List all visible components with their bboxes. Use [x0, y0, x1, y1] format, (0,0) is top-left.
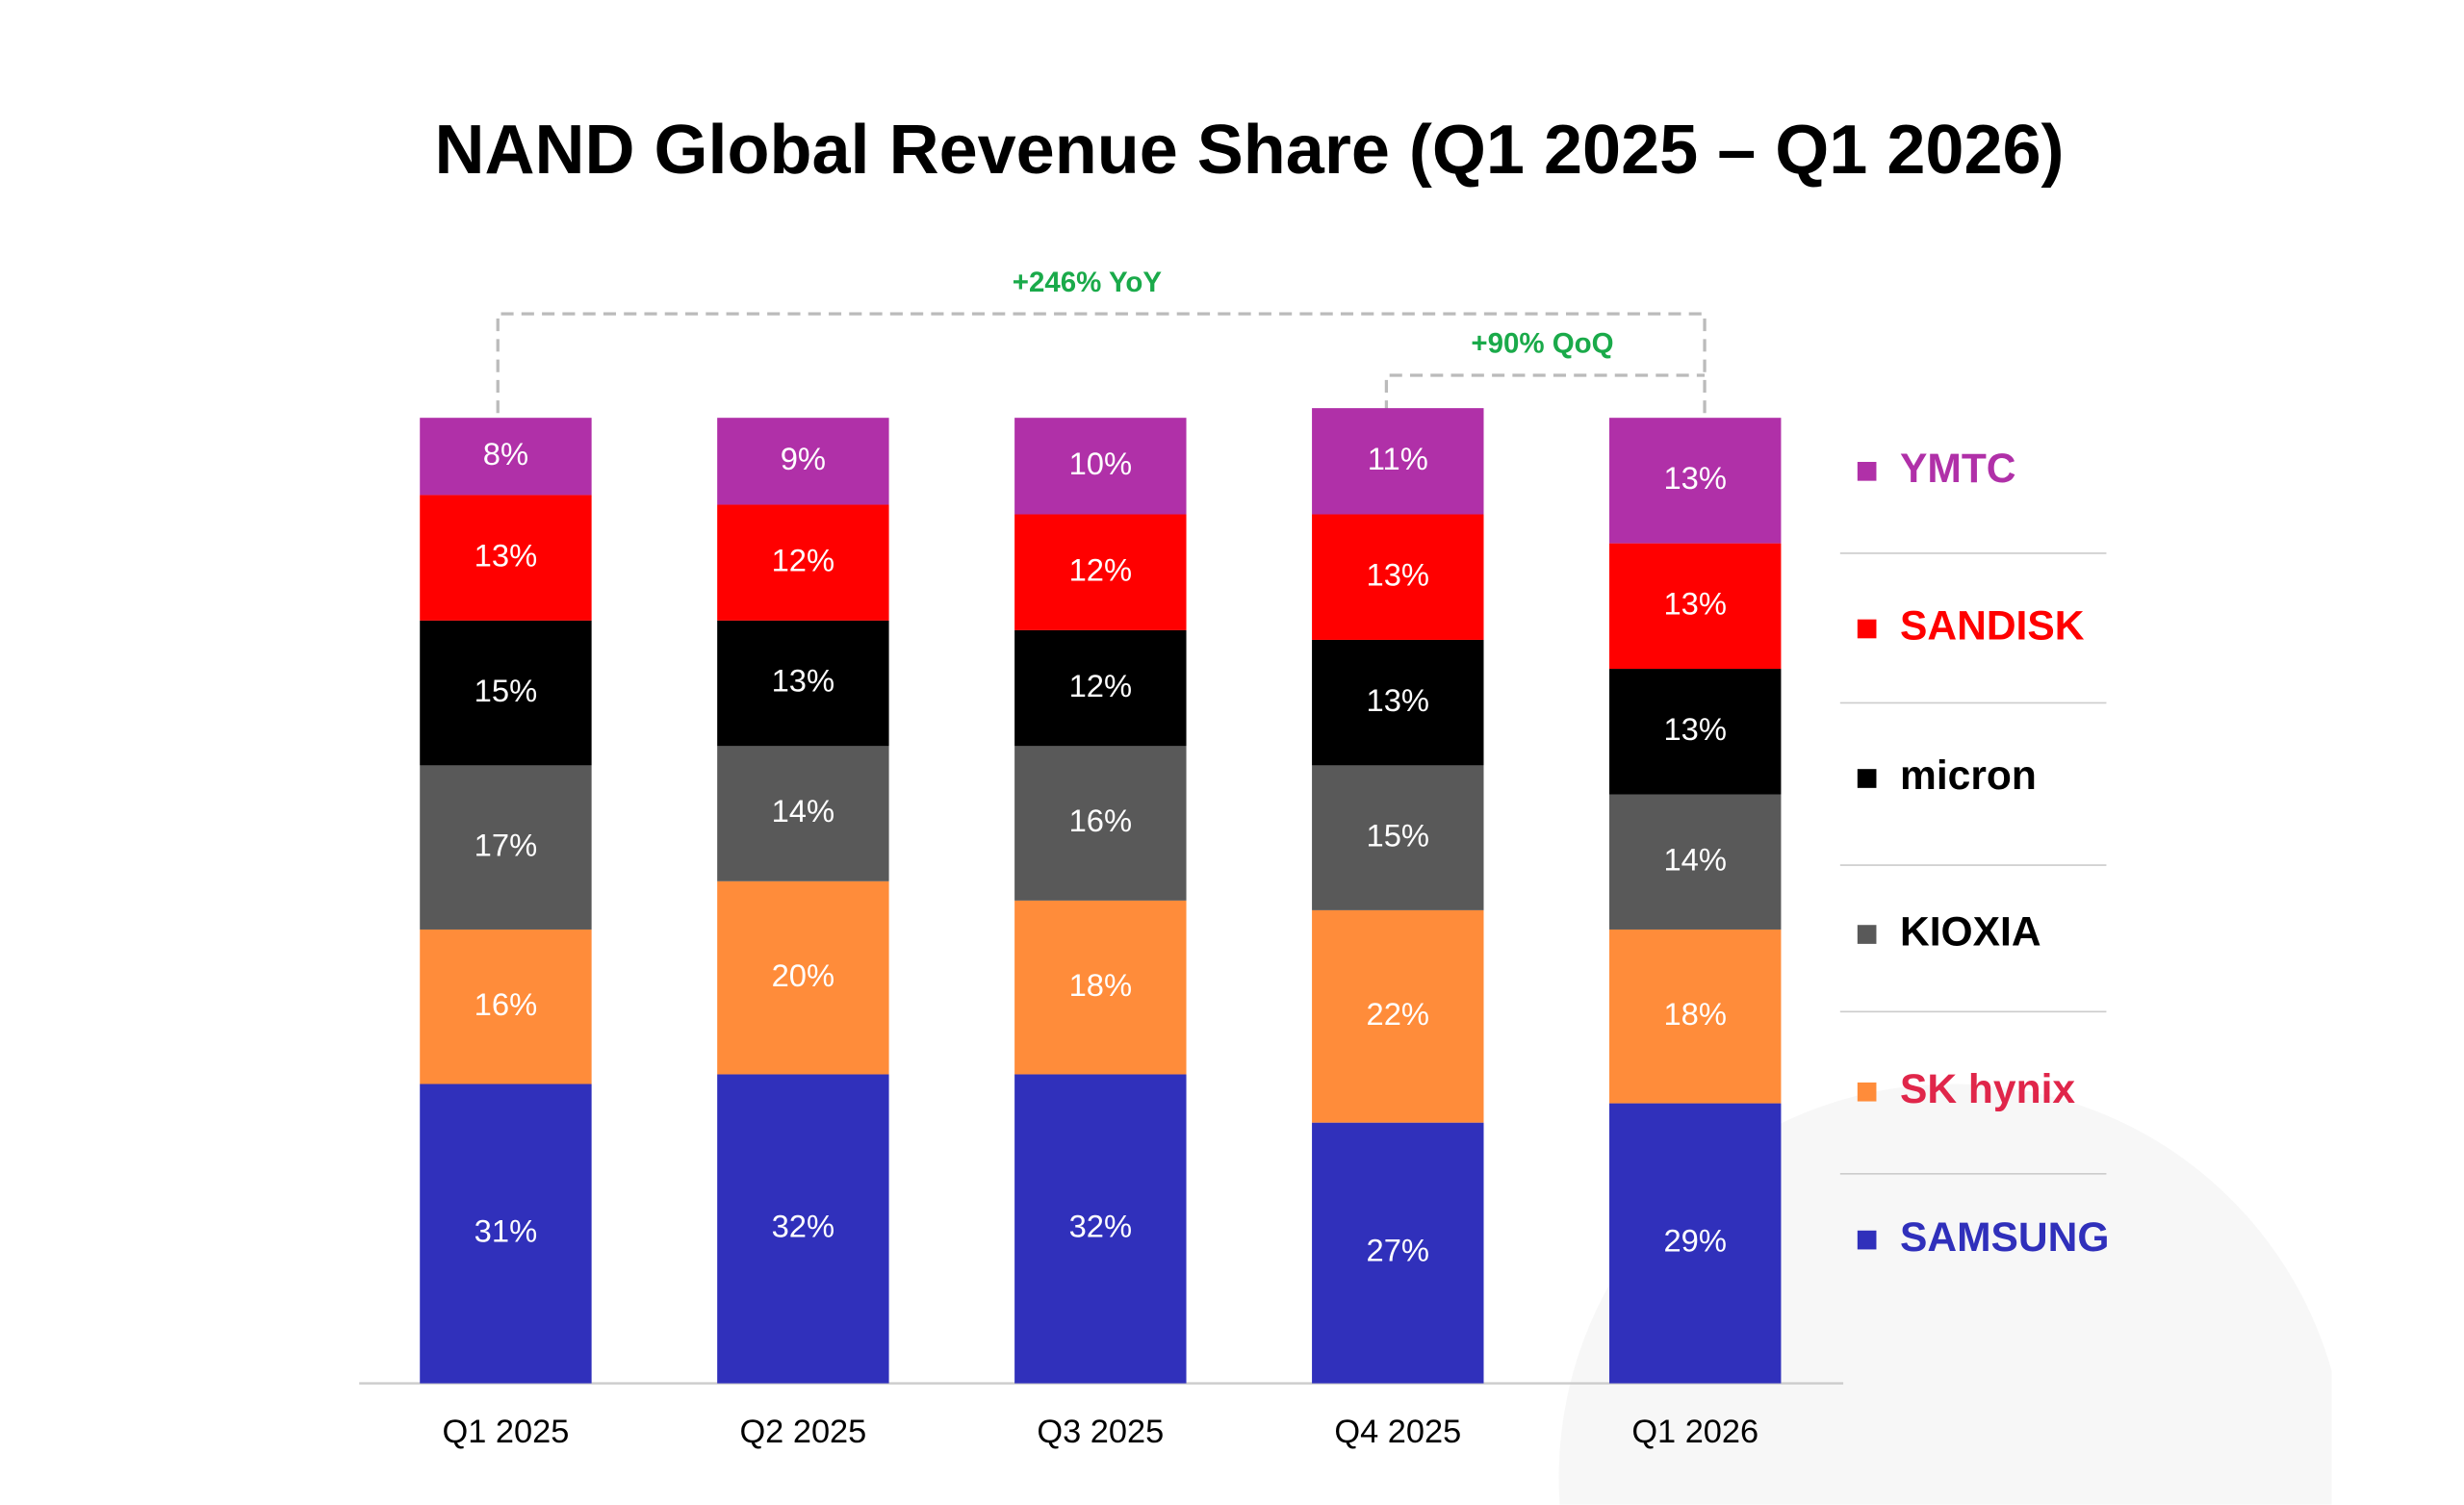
- x-tick-label: Q1 2026: [1631, 1414, 1758, 1450]
- legend-label: YMTC: [1900, 446, 2016, 492]
- bar-segment: [1312, 909, 1484, 1123]
- bar-segment: [1312, 639, 1484, 766]
- value-label: 29%: [1663, 1223, 1726, 1259]
- bar-segment: [420, 495, 592, 621]
- value-label: 15%: [1367, 817, 1430, 853]
- bar-segment: [420, 929, 592, 1084]
- bar-segment: [717, 620, 889, 747]
- bar-segment: [1312, 408, 1484, 515]
- value-label: 17%: [475, 827, 537, 862]
- legend-swatch: [1857, 619, 1877, 639]
- value-label: 15%: [475, 673, 537, 708]
- value-label: 22%: [1367, 996, 1430, 1032]
- value-label: 14%: [1663, 841, 1726, 877]
- value-label: 13%: [1663, 585, 1726, 621]
- bar-segment: [420, 1084, 592, 1384]
- x-tick-label: Q3 2025: [1037, 1414, 1164, 1450]
- annotation: +90% QoQ: [1471, 328, 1613, 360]
- value-label: 13%: [772, 663, 834, 699]
- value-label: 13%: [1367, 682, 1430, 718]
- bar-segment: [1609, 794, 1782, 930]
- bar-segment: [1014, 418, 1187, 515]
- legend-label: KIOXIA: [1900, 908, 2041, 955]
- qoq-bracket: [1384, 373, 1706, 414]
- legend-label: SANDISK: [1900, 603, 2085, 650]
- bar-segment: [1014, 514, 1187, 630]
- bar-segment: [717, 880, 889, 1075]
- bar-segment: [1609, 1103, 1782, 1384]
- bar-segment: [1014, 900, 1187, 1075]
- value-label: 10%: [1069, 446, 1133, 481]
- bar-segment: [1014, 629, 1187, 747]
- value-label: 8%: [483, 436, 528, 472]
- value-label: 13%: [1367, 556, 1430, 592]
- value-label: 27%: [1367, 1233, 1430, 1268]
- bar-segment: [1312, 765, 1484, 910]
- bar-segment: [717, 504, 889, 621]
- bar-segment: [1609, 669, 1782, 795]
- legend-swatch: [1857, 462, 1877, 481]
- x-tick-label: Q2 2025: [739, 1414, 866, 1450]
- value-label: 13%: [1663, 460, 1726, 496]
- legend-label: SK hynix: [1900, 1066, 2075, 1112]
- legend-label: SAMSUNG: [1900, 1214, 2109, 1261]
- x-tick-label: Q4 2025: [1334, 1414, 1461, 1450]
- legend-label: micron: [1900, 752, 2037, 799]
- value-label: 14%: [772, 793, 834, 829]
- bar-segment: [1312, 514, 1484, 640]
- value-label: 13%: [1663, 711, 1726, 747]
- chart-title: NAND Global Revenue Share (Q1 2025 – Q1 …: [434, 112, 2064, 189]
- value-label: 18%: [1069, 967, 1133, 1003]
- bar-segment: [420, 620, 592, 766]
- value-label: 32%: [772, 1209, 834, 1244]
- bar-segment: [717, 1074, 889, 1384]
- bar-segment: [1014, 746, 1187, 901]
- bar-segment: [420, 418, 592, 496]
- value-label: 13%: [475, 537, 537, 573]
- legend-swatch: [1857, 769, 1877, 788]
- bar-segment: [1609, 929, 1782, 1104]
- value-label: 18%: [1663, 996, 1726, 1032]
- value-label: 16%: [1069, 803, 1133, 838]
- x-tick-label: Q1 2025: [443, 1414, 570, 1450]
- value-label: 20%: [772, 957, 834, 993]
- bar-segment: [1609, 543, 1782, 670]
- legend-swatch: [1857, 1082, 1877, 1102]
- yoy-bracket: [496, 312, 1707, 414]
- value-label: 16%: [475, 986, 537, 1022]
- legend-swatch: [1857, 1230, 1877, 1250]
- bar-segment: [717, 418, 889, 505]
- bar-segment: [420, 765, 592, 930]
- bar-segment: [717, 746, 889, 881]
- value-label: 32%: [1069, 1209, 1133, 1244]
- bar-segment: [1609, 418, 1782, 544]
- value-label: 11%: [1368, 441, 1428, 476]
- annotation: +246% YoY: [1013, 267, 1163, 298]
- value-label: 9%: [781, 441, 826, 476]
- value-label: 12%: [1069, 668, 1133, 703]
- bar-segment: [1312, 1122, 1484, 1384]
- value-label: 12%: [772, 542, 834, 577]
- value-label: 12%: [1069, 551, 1133, 587]
- legend-swatch: [1857, 925, 1877, 944]
- bar-segment: [1014, 1074, 1187, 1384]
- value-label: 31%: [475, 1213, 537, 1249]
